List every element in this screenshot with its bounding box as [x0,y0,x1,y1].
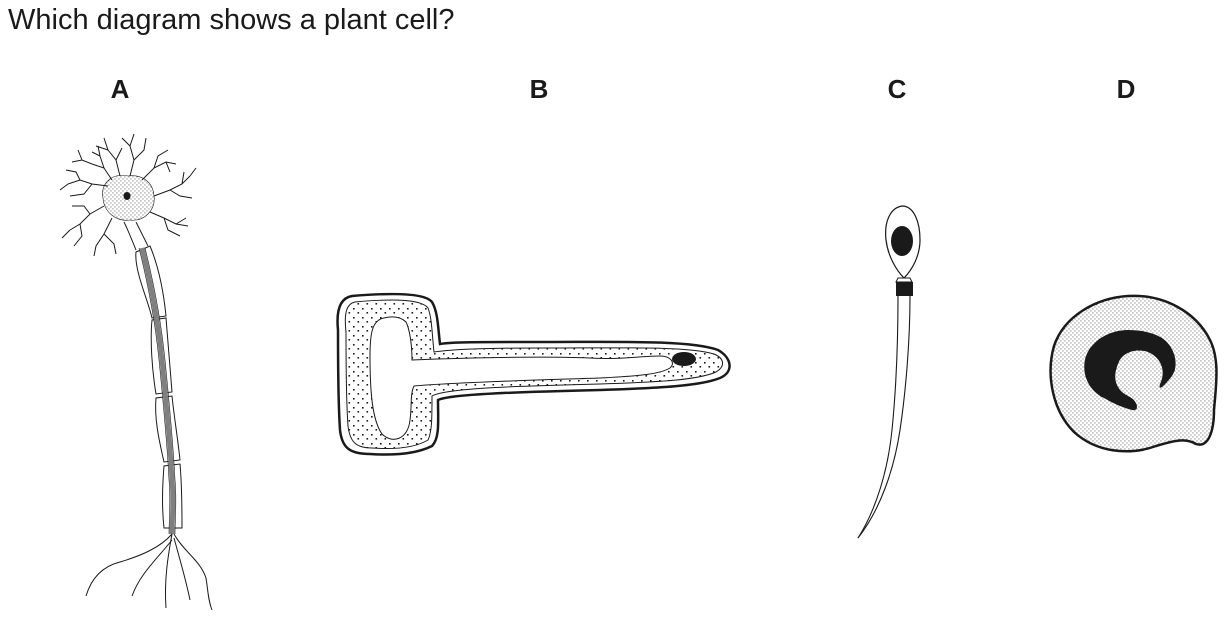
neuron-cell-icon[interactable] [59,133,213,611]
root-hair-cell-icon[interactable] [336,292,731,456]
sperm-cell-icon[interactable] [857,205,921,539]
option-label-c[interactable]: C [887,74,907,104]
option-label-d[interactable]: D [1116,74,1136,104]
option-label-a[interactable]: A [110,74,130,104]
option-label-b[interactable]: B [529,74,549,104]
question-text: Which diagram shows a plant cell? [8,4,455,36]
white-blood-cell-icon[interactable] [1049,294,1218,453]
